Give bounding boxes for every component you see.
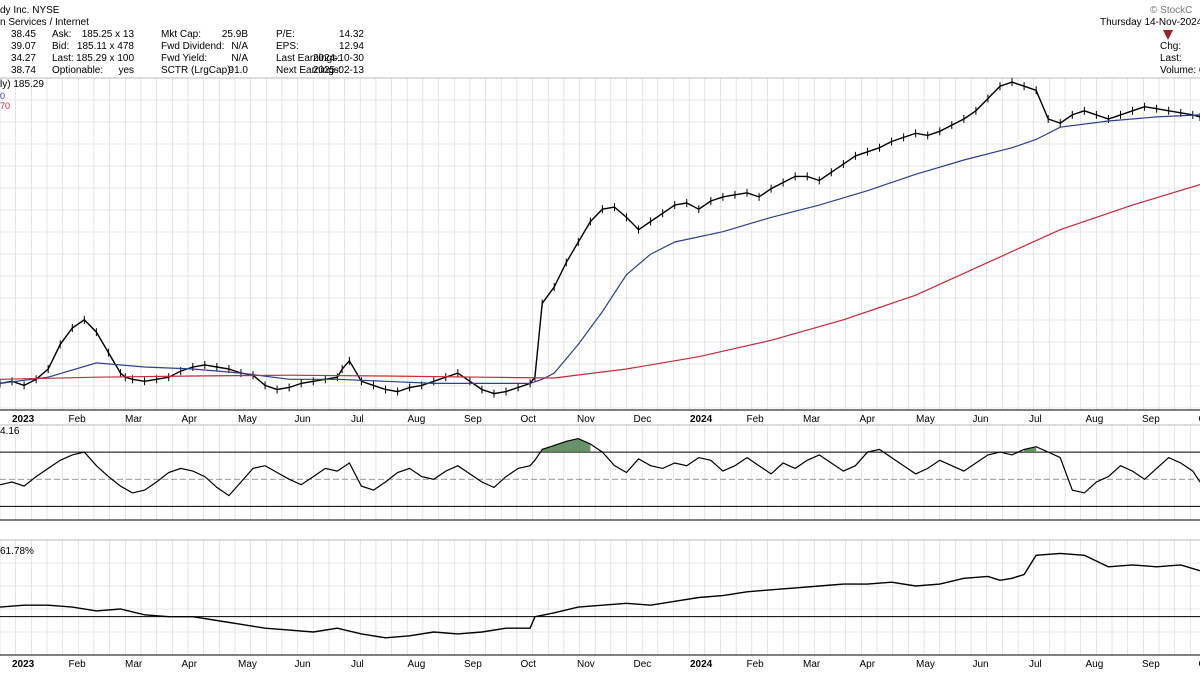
- x-tick-label: Oct: [521, 659, 537, 670]
- x-tick-label: Jul: [351, 414, 364, 425]
- x-tick-label: Mar: [125, 659, 143, 670]
- bid-label: Bid:: [52, 41, 70, 52]
- mktcap-label: Mkt Cap:: [161, 29, 202, 40]
- x-tick-label: Mar: [803, 414, 821, 425]
- pe-label: P/E:: [276, 29, 295, 40]
- x-tick-label: Oct: [1199, 659, 1200, 670]
- x-tick-label: Oct: [1199, 414, 1200, 425]
- x-tick-label: Sep: [464, 659, 482, 670]
- x-tick-label: Apr: [860, 414, 876, 425]
- x-tick-label: Aug: [408, 659, 426, 670]
- x-tick-label: Mar: [125, 414, 143, 425]
- x-tick-label: Apr: [182, 414, 198, 425]
- x-tick-label: Jul: [351, 659, 364, 670]
- sma50-legend: 0: [0, 91, 6, 101]
- panel-frames: [0, 77, 1200, 656]
- next-earnings-label: Next Earnings:: [276, 65, 342, 76]
- down-arrow-icon: [1163, 30, 1173, 40]
- x-tick-label: Jun: [973, 414, 989, 425]
- sctr-label: SCTR (LrgCap):: [161, 65, 234, 76]
- company-name: dy Inc. NYSE: [0, 5, 60, 16]
- x-tick-label: Nov: [577, 414, 595, 425]
- last-label: Last:: [52, 53, 74, 64]
- chg-label: Chg:: [1160, 41, 1182, 52]
- series-line-price: [0, 81, 1200, 395]
- x-tick-label: Jul: [1029, 414, 1042, 425]
- x-tick-label: Aug: [1086, 414, 1104, 425]
- optionable-label: Optionable:: [52, 65, 104, 76]
- x-tick-label: 2024: [690, 659, 713, 670]
- x-tick-label: Jun: [295, 659, 311, 670]
- x-tick-label: Feb: [69, 659, 87, 670]
- x-tick-label: Jul: [1029, 659, 1042, 670]
- x-tick-label: May: [916, 659, 935, 670]
- volume-label: Volume: 6: [1160, 65, 1200, 76]
- fwd-yield-label: Fwd Yield:: [161, 53, 208, 64]
- series-line-sma50: [0, 114, 1200, 384]
- x-tick-label: Apr: [182, 659, 198, 670]
- x-tick-label: Feb: [747, 659, 765, 670]
- series-line-relative: [0, 552, 1200, 639]
- x-tick-label: Jun: [295, 414, 311, 425]
- rsi-legend: 4.16: [0, 426, 20, 437]
- series-line-rsi: [0, 437, 1200, 497]
- ask-label: Ask:: [52, 29, 72, 40]
- x-tick-label: Sep: [1142, 659, 1160, 670]
- series-line-sma200: [0, 184, 1200, 380]
- x-tick-label: Feb: [69, 414, 87, 425]
- last-value: 185.29 x 100: [76, 53, 134, 64]
- left-value-2: 39.07: [10, 41, 36, 52]
- mktcap-value: 25.9B: [221, 29, 248, 40]
- x-tick-label: Sep: [464, 414, 482, 425]
- x-tick-label: Aug: [1086, 659, 1104, 670]
- optionable-value: yes: [118, 65, 134, 76]
- last-earnings-value: 2024-10-30: [312, 53, 364, 64]
- sector-label: n Services / Internet: [0, 17, 89, 28]
- fwd-dividend-value: N/A: [231, 41, 248, 52]
- last-earnings-label: Last Earnings:: [276, 53, 340, 64]
- x-tick-label: May: [238, 414, 257, 425]
- fwd-yield-value: N/A: [231, 53, 248, 64]
- x-axis-labels: 2023 2023 Feb Feb Mar Mar Apr Apr May May Jun Jun Ju…: [12, 414, 1200, 670]
- x-tick-label: Mar: [803, 659, 821, 670]
- left-value-1: 38.45: [10, 29, 36, 40]
- relative-strength-legend: 61.78%: [0, 546, 34, 557]
- ask-value: 185.25 x 13: [81, 29, 134, 40]
- eps-value: 12.94: [338, 41, 364, 52]
- rsi-overbought-area: [542, 438, 591, 453]
- series-layer: [0, 78, 1200, 639]
- x-tick-label: Feb: [747, 414, 765, 425]
- rsi-overbought-fills: [542, 438, 1037, 453]
- sctr-value: 91.0: [228, 65, 248, 76]
- sma200-legend: 70: [0, 101, 11, 111]
- chart-date: Thursday 14-Nov-2024: [1100, 17, 1200, 28]
- price-legend: ly) 185.29: [0, 79, 44, 90]
- x-tick-label: Oct: [521, 414, 537, 425]
- last-price-label: Last:: [1160, 53, 1182, 64]
- left-value-3: 34.27: [10, 53, 36, 64]
- fwd-dividend-label: Fwd Dividend:: [161, 41, 225, 52]
- watermark-logo: © StockC: [1150, 5, 1193, 16]
- pe-value: 14.32: [338, 29, 364, 40]
- x-tick-label: 2023: [12, 659, 35, 670]
- next-earnings-value: 2025-02-13: [312, 65, 364, 76]
- x-tick-label: Dec: [634, 414, 652, 425]
- bid-value: 185.11 x 478: [76, 41, 134, 52]
- eps-label: EPS:: [276, 41, 299, 52]
- grid: [0, 77, 1200, 656]
- rsi-overbought-area: [1024, 446, 1037, 453]
- left-value-4: 38.74: [10, 65, 36, 76]
- x-tick-label: 2023: [12, 414, 35, 425]
- x-tick-label: Sep: [1142, 414, 1160, 425]
- x-tick-label: Jun: [973, 659, 989, 670]
- x-tick-label: Nov: [577, 659, 595, 670]
- x-tick-label: Dec: [634, 659, 652, 670]
- x-tick-label: 2024: [690, 414, 713, 425]
- x-tick-label: May: [916, 414, 935, 425]
- x-tick-label: Aug: [408, 414, 426, 425]
- x-tick-label: Apr: [860, 659, 876, 670]
- x-tick-label: May: [238, 659, 257, 670]
